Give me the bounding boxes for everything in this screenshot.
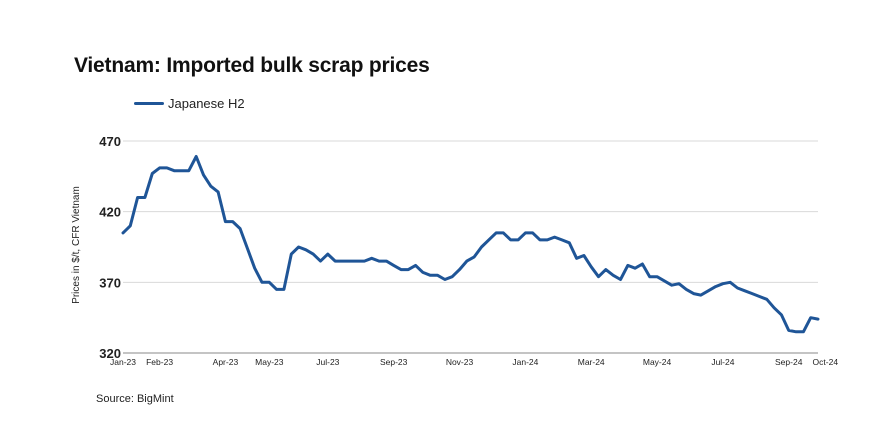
chart-title: Vietnam: Imported bulk scrap prices [74, 54, 430, 77]
series-layer [121, 155, 820, 334]
y-tick-label: 320 [99, 346, 121, 361]
y-tick-label: 420 [99, 205, 121, 220]
legend-swatch [134, 102, 164, 105]
x-tick-label: Jul-24 [711, 357, 734, 367]
x-tick-label: Sep-24 [775, 357, 803, 367]
source-note: Source: BigMint [96, 393, 174, 405]
x-tick-label: Mar-24 [578, 357, 605, 367]
x-axis-ticks: Jan-23 Feb-23 Apr-23 May-23 Jul-23 Sep-23 Nov-… [110, 357, 838, 367]
legend: Japanese H2 [134, 96, 245, 111]
x-tick-label: May-23 [255, 357, 284, 367]
x-tick-label: Oct-24 [813, 357, 839, 367]
x-tick-label: Jan-24 [512, 357, 538, 367]
legend-label: Japanese H2 [168, 96, 245, 111]
x-tick-label: Feb-23 [146, 357, 173, 367]
series-line-japanese-h2 [121, 155, 820, 334]
y-tick-label: 470 [99, 134, 121, 149]
y-axis-ticks: 320 370 420 470 [99, 134, 121, 361]
x-tick-label: Sep-23 [380, 357, 408, 367]
y-axis-label: Prices in $/t, CFR Vietnam [71, 186, 82, 304]
grid-layer [123, 140, 818, 354]
x-tick-label: May-24 [643, 357, 672, 367]
x-tick-label: Jan-23 [110, 357, 136, 367]
x-tick-label: Nov-23 [446, 357, 474, 367]
x-tick-label: Jul-23 [316, 357, 339, 367]
y-tick-label: 370 [99, 275, 121, 290]
x-tick-label: Apr-23 [213, 357, 239, 367]
